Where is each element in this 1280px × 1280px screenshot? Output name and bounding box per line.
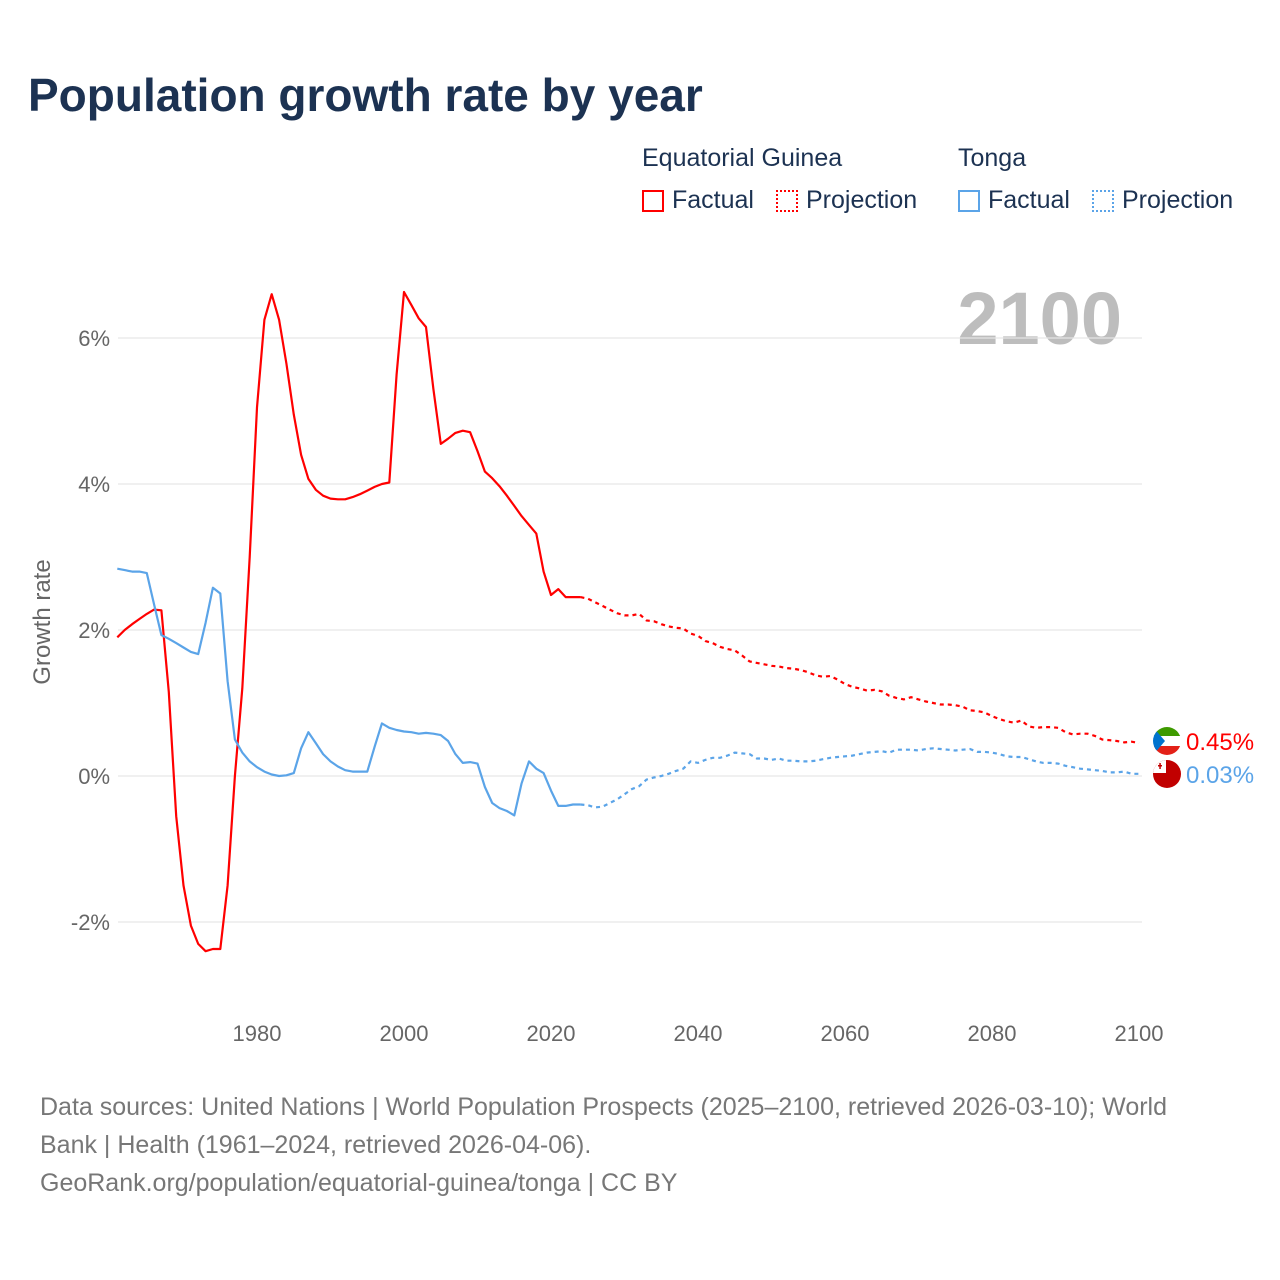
tonga-flag-icon: [1153, 760, 1181, 788]
y-axis-label: Growth rate: [29, 559, 56, 684]
legend-label: Projection: [1122, 186, 1234, 214]
legend-item-eg-factual[interactable]: Factual: [642, 186, 754, 215]
y-tick-label: 0%: [78, 764, 110, 789]
y-tick-label: 6%: [78, 326, 110, 351]
legend-item-tonga-factual[interactable]: Factual: [958, 186, 1070, 215]
x-tick-label: 2100: [1115, 1021, 1164, 1046]
legend-item-eg-projection[interactable]: Projection: [776, 186, 917, 215]
x-tick-label: 2060: [821, 1021, 870, 1046]
y-tick-label: 4%: [78, 472, 110, 497]
chart-title: Population growth rate by year: [28, 69, 703, 121]
legend-label: Projection: [806, 186, 918, 214]
x-tick-label: 2000: [380, 1021, 429, 1046]
legend-swatch-dotted: [776, 189, 798, 212]
source-link[interactable]: GeoRank.org/population/equatorial-guinea…: [40, 1169, 678, 1197]
source-line: Data sources: United Nations | World Pop…: [40, 1093, 1168, 1121]
legend-group-equatorial-guinea: Equatorial Guinea Factual Projection: [642, 144, 942, 224]
x-tick-label: 2020: [527, 1021, 576, 1046]
equatorial-guinea-end-value-label: 0.45%: [1186, 729, 1254, 756]
legend-swatch-dotted: [1092, 189, 1114, 212]
x-tick-label: 1980: [233, 1021, 282, 1046]
y-tick-label: 2%: [78, 618, 110, 643]
equatorial-guinea-factual-line: [116, 290, 581, 953]
legend-label: Factual: [672, 186, 754, 214]
x-tick-label: 2080: [968, 1021, 1017, 1046]
tonga-factual-line: [117, 567, 581, 817]
equatorial-guinea-projection-line: [580, 596, 1140, 745]
footer-sources: Data sources: United Nations | World Pop…: [40, 1088, 1240, 1202]
legend-swatch-solid: [642, 189, 664, 212]
legend-group-tonga: Tonga Factual Projection: [958, 144, 1258, 224]
y-tick-label: -2%: [71, 910, 110, 935]
legend-group-title: Equatorial Guinea: [642, 144, 843, 172]
legend-swatch-solid: [958, 189, 980, 212]
tonga-projection-line: [580, 747, 1139, 809]
year-indicator: 2100: [957, 277, 1122, 360]
tonga-end-value-label: 0.03%: [1186, 762, 1254, 789]
legend-group-title: Tonga: [958, 144, 1027, 172]
equatorial-guinea-flag-icon: [1153, 727, 1181, 755]
legend-label: Factual: [988, 186, 1070, 214]
x-tick-label: 2040: [674, 1021, 723, 1046]
source-line: Bank | Health (1961–2024, retrieved 2026…: [40, 1131, 592, 1159]
legend-item-tonga-projection[interactable]: Projection: [1092, 186, 1233, 215]
